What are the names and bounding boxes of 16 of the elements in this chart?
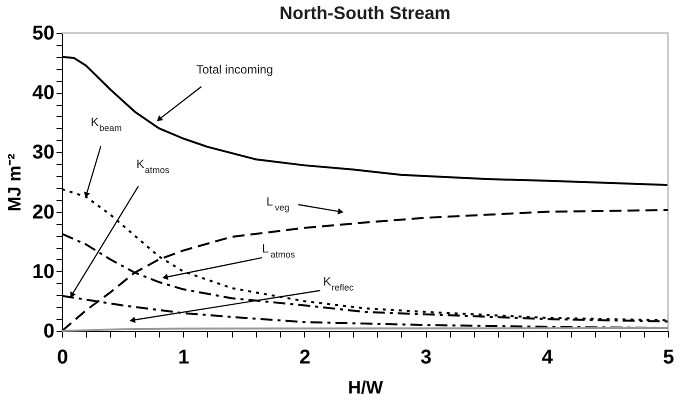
- y-tick-label: 30: [32, 142, 54, 164]
- x-tick-label: 0: [56, 346, 68, 368]
- x-axis-title: H/W: [348, 378, 383, 398]
- x-tick-label: 2: [299, 346, 310, 368]
- x-tick-label: 4: [542, 346, 554, 368]
- y-tick-label: 0: [43, 320, 54, 342]
- chart-title: North-South Stream: [280, 3, 450, 23]
- x-tick-label: 5: [662, 346, 674, 368]
- y-tick-label: 50: [32, 22, 54, 44]
- annotation: Total incoming: [196, 62, 274, 77]
- y-axis-title: MJ m⁻²: [4, 153, 24, 212]
- x-tick-label: 3: [420, 346, 432, 368]
- x-tick-label: 1: [178, 346, 190, 368]
- y-tick-label: 40: [32, 82, 54, 104]
- y-tick-label: 20: [32, 201, 54, 224]
- y-tick-label: 10: [32, 260, 54, 283]
